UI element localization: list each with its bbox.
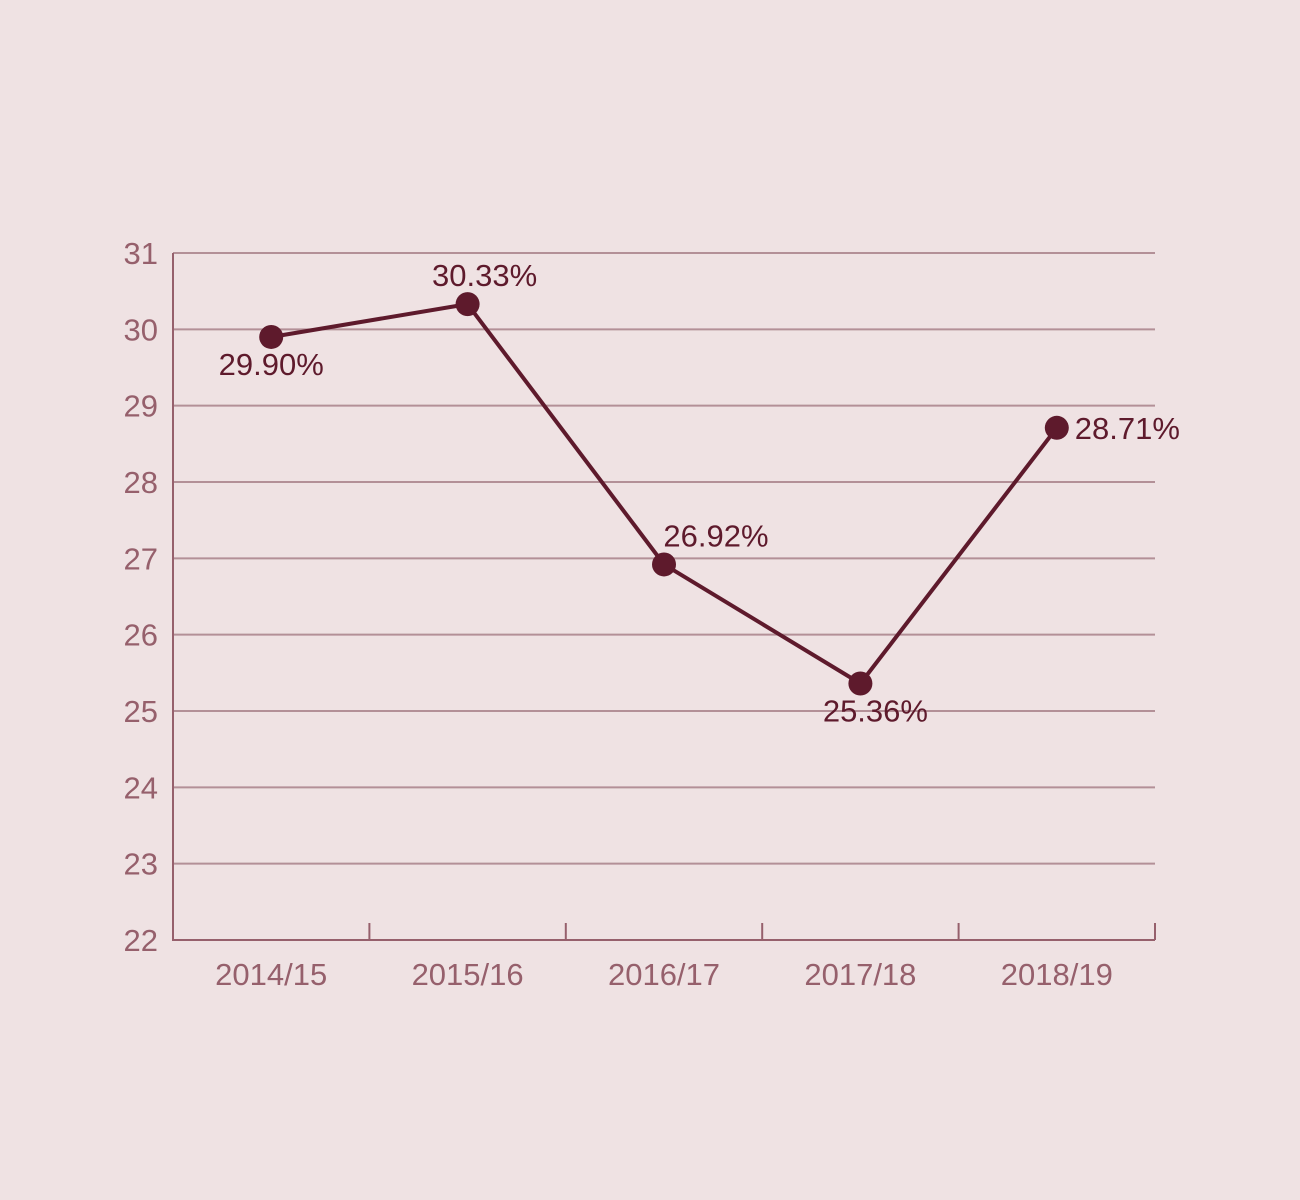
data-labels: 29.90% 30.33% 26.92% 25.36% 28.71% <box>219 258 1180 728</box>
y-tick-labels: 22 23 24 25 26 27 28 29 30 31 <box>124 236 158 958</box>
axes <box>172 253 1156 941</box>
y-tick-label: 23 <box>124 847 158 882</box>
y-tick-label: 27 <box>124 541 158 576</box>
data-point <box>259 324 284 349</box>
y-tick-label: 31 <box>124 236 158 271</box>
x-tick-label: 2015/16 <box>412 957 524 992</box>
x-tick-labels: 2014/15 2015/16 2016/17 2017/18 2018/19 <box>215 957 1113 992</box>
data-label: 30.33% <box>432 258 537 293</box>
y-tick-label: 24 <box>124 770 158 805</box>
x-tick-label: 2016/17 <box>608 957 720 992</box>
data-series <box>259 292 1069 696</box>
x-tick-label: 2014/15 <box>215 957 327 992</box>
data-point <box>652 552 676 577</box>
y-tick-label: 29 <box>124 389 158 424</box>
x-tick-label: 2017/18 <box>804 957 916 992</box>
data-point <box>455 292 480 317</box>
y-tick-label: 28 <box>124 465 158 500</box>
series-line <box>270 302 1059 686</box>
data-point <box>848 671 873 696</box>
y-tick-label: 30 <box>124 312 158 347</box>
y-tick-label: 22 <box>124 923 158 958</box>
data-label: 25.36% <box>823 694 928 729</box>
data-label: 29.90% <box>219 347 324 382</box>
data-label: 26.92% <box>663 518 768 553</box>
x-tick-label: 2018/19 <box>1001 957 1113 992</box>
y-tick-label: 26 <box>124 618 158 653</box>
y-tick-label: 25 <box>124 694 158 729</box>
data-point <box>1044 415 1069 440</box>
data-label: 28.71% <box>1075 411 1180 446</box>
